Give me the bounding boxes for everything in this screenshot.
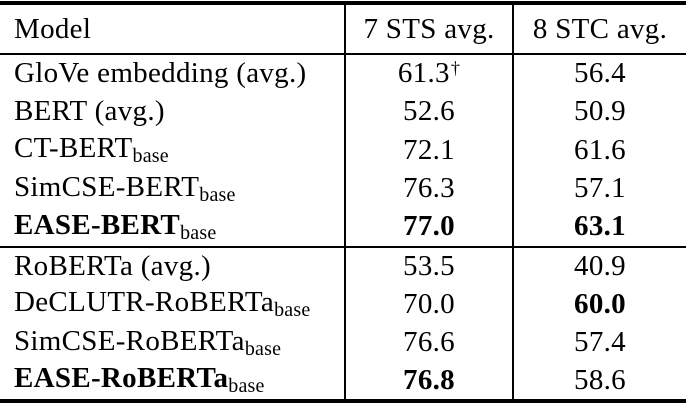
sts-avg-value: 72.1 (344, 131, 513, 170)
sts-avg-number: 61.3 (397, 57, 450, 90)
header-row: Model 7 STS avg. 8 STC avg. (0, 3, 686, 55)
sts-avg-value: 76.8 (344, 362, 513, 401)
stc-avg-value: 61.6 (512, 131, 686, 170)
model-cell: GloVe embedding (avg.) (0, 54, 345, 93)
column-header-model: Model (0, 3, 345, 55)
table-row-glove: GloVe embedding (avg.) 61.3† 56.4 (0, 54, 686, 93)
sts-avg-value: 52.6 (344, 92, 513, 131)
sts-avg-value: 53.5 (344, 246, 513, 285)
stc-avg-value: 60.0 (512, 285, 686, 324)
stc-avg-value: 40.9 (512, 246, 686, 285)
model-name: CT-BERT (14, 132, 133, 165)
model-name: RoBERTa (avg.) (14, 249, 211, 282)
model-name: DeCLUTR-RoBERTa (14, 286, 275, 319)
stc-avg-value: 57.1 (512, 169, 686, 208)
model-cell: BERT (avg.) (0, 93, 345, 132)
model-cell: DeCLUTR-RoBERTabase (0, 285, 345, 324)
table-row-ct-bert: CT-BERTbase 72.1 61.6 (0, 131, 686, 170)
sts-avg-value: 76.3 (344, 169, 513, 208)
model-size-subscript: base (274, 299, 311, 322)
model-cell: EASE-BERTbase (0, 208, 345, 248)
stc-avg-value: 56.4 (512, 54, 686, 93)
stc-avg-value: 58.6 (512, 362, 686, 401)
paper-results-table-figure: Model 7 STS avg. 8 STC avg. GloVe embedd… (0, 1, 686, 403)
model-name: EASE-BERT (14, 208, 181, 241)
model-name: EASE-RoBERTa (14, 362, 229, 395)
stc-avg-value: 50.9 (512, 92, 686, 131)
sts-avg-value: 76.6 (344, 323, 513, 362)
model-cell: SimCSE-RoBERTabase (0, 324, 345, 363)
table-row-declutr-roberta: DeCLUTR-RoBERTabase 70.0 60.0 (0, 285, 686, 324)
model-size-subscript: base (244, 337, 282, 360)
model-cell: CT-BERTbase (0, 131, 345, 170)
table-row-roberta: RoBERTa (avg.) 53.5 40.9 (0, 246, 686, 286)
results-table: Model 7 STS avg. 8 STC avg. GloVe embedd… (0, 1, 686, 403)
table-row-simcse-roberta: SimCSE-RoBERTabase 76.6 57.4 (0, 323, 686, 363)
table-row-ease-bert: EASE-BERTbase 77.0 63.1 (0, 208, 686, 248)
model-cell: EASE-RoBERTabase (0, 362, 345, 401)
table-row-simcse-bert: SimCSE-BERTbase 76.3 57.1 (0, 169, 686, 209)
table-row-bert: BERT (avg.) 52.6 50.9 (0, 92, 686, 132)
stc-avg-value: 63.1 (512, 208, 686, 248)
table-header: Model 7 STS avg. 8 STC avg. (0, 3, 686, 55)
model-name: SimCSE-RoBERTa (14, 324, 245, 357)
model-size-subscript: base (132, 145, 169, 168)
table-row-ease-roberta: EASE-RoBERTabase 76.8 58.6 (0, 362, 686, 401)
model-cell: SimCSE-BERTbase (0, 170, 345, 209)
table-group-bert: GloVe embedding (avg.) 61.3† 56.4 BERT (… (0, 54, 686, 248)
dagger-footnote-marker: † (450, 58, 461, 79)
table-group-roberta: RoBERTa (avg.) 53.5 40.9 DeCLUTR-RoBERTa… (0, 246, 686, 401)
model-size-subscript: base (228, 375, 265, 398)
sts-avg-value: 77.0 (344, 208, 513, 248)
model-name: SimCSE-BERT (14, 170, 200, 203)
model-size-subscript: base (180, 221, 217, 244)
model-name: GloVe embedding (avg.) (14, 57, 307, 90)
sts-avg-value: 61.3† (344, 54, 513, 93)
model-cell: RoBERTa (avg.) (0, 247, 345, 286)
column-header-sts-avg: 7 STS avg. (344, 3, 513, 55)
column-header-stc-avg: 8 STC avg. (512, 3, 686, 55)
stc-avg-value: 57.4 (512, 323, 686, 362)
model-name: BERT (avg.) (14, 95, 165, 128)
model-size-subscript: base (199, 183, 236, 206)
sts-avg-value: 70.0 (344, 285, 513, 324)
